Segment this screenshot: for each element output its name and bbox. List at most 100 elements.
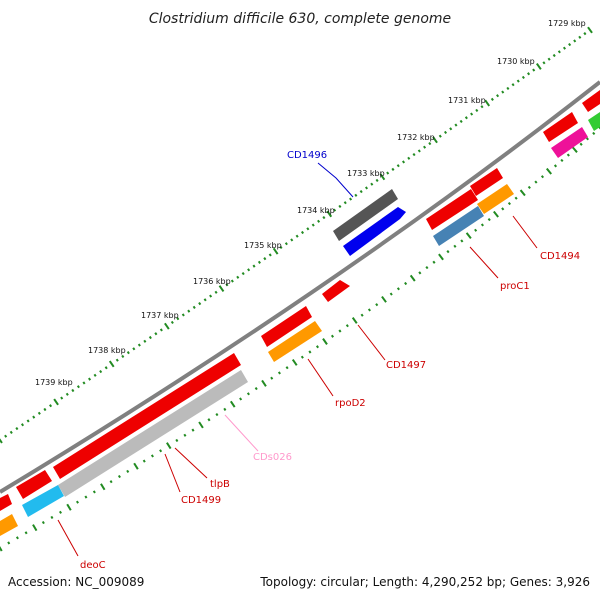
gene-cd1499[interactable] — [53, 353, 241, 479]
inner-ruler-tick — [409, 274, 416, 282]
ruler-tick — [506, 86, 510, 90]
inner-ruler-tick — [438, 253, 444, 261]
gene-red-corner[interactable] — [0, 494, 12, 511]
ruler-tick — [263, 257, 267, 261]
ruler-tick — [459, 119, 463, 124]
ruler-tick — [527, 72, 531, 76]
inner-ruler-tick — [545, 167, 553, 175]
label-cd1499[interactable]: CD1499 — [181, 495, 221, 506]
ruler-tick — [247, 268, 251, 272]
inner-ruler-tick — [215, 412, 219, 417]
inner-ruler-tick — [50, 515, 54, 520]
ruler-tick — [20, 423, 25, 427]
inner-ruler-tick — [460, 239, 464, 243]
gene-red-lower[interactable] — [16, 470, 52, 499]
ruler-tick — [423, 145, 427, 149]
ruler-tick — [317, 219, 321, 223]
inner-ruler-tick — [0, 546, 3, 552]
ruler-tick — [516, 79, 520, 83]
ruler-tick — [338, 204, 342, 209]
inner-ruler-tick — [432, 260, 436, 264]
ruler-tick — [93, 373, 97, 377]
gene-magenta[interactable] — [551, 127, 588, 158]
inner-ruler-tick — [109, 480, 113, 484]
genome-summary-text: Topology: circular; Length: 4,290,252 bp… — [259, 575, 590, 589]
inner-ruler-tick — [553, 164, 558, 168]
gene-cd1494[interactable] — [426, 189, 478, 230]
ruler-tick — [428, 141, 432, 146]
ruler-tick — [557, 50, 561, 54]
inner-ruler-tick — [585, 137, 589, 141]
ruler-tick — [587, 26, 593, 34]
inner-ruler-tick — [501, 207, 505, 211]
gene-orange-upper[interactable] — [477, 184, 514, 214]
label-proc1[interactable]: proC1 — [500, 281, 530, 292]
gene-green-edge[interactable] — [588, 112, 600, 131]
gene-red-upper-a[interactable] — [470, 168, 503, 196]
inner-ruler-tick — [100, 483, 106, 491]
inner-ruler-tick — [41, 521, 45, 525]
gene-proc1[interactable] — [433, 206, 484, 246]
inner-ruler-tick — [32, 524, 38, 532]
gene-deoc[interactable] — [22, 485, 64, 517]
label-cd1494[interactable]: CD1494 — [540, 251, 580, 262]
ruler-tick — [364, 186, 369, 190]
ruler-tick — [370, 182, 374, 186]
gene-orange-corner[interactable] — [0, 514, 18, 536]
ruler-tick — [252, 264, 256, 268]
ruler-tick — [443, 130, 448, 135]
ruler-tick — [181, 313, 185, 317]
ruler-tick — [53, 398, 59, 406]
gene-cd1497[interactable] — [322, 280, 350, 302]
gene-cds026[interactable] — [58, 370, 248, 497]
ruler-tick — [396, 164, 400, 168]
inner-ruler-tick — [261, 379, 267, 387]
ruler-tick — [268, 253, 272, 257]
inner-ruler-tick — [191, 428, 195, 432]
ruler-tick — [454, 123, 458, 127]
gene-red-upper-b[interactable] — [543, 112, 578, 142]
accession-text: Accession: NC_009089 — [8, 575, 144, 589]
ruler-tick — [379, 173, 386, 181]
inner-ruler-tick — [381, 295, 387, 303]
inner-ruler-tick — [126, 469, 130, 473]
ruler-tick — [121, 354, 125, 358]
gene-cd1496-blue[interactable] — [343, 207, 406, 256]
ruler-tick — [562, 46, 567, 50]
gene-cd1496-dark[interactable] — [333, 189, 398, 241]
inner-ruler-tick — [560, 158, 564, 163]
inner-ruler-tick — [58, 510, 62, 514]
label-cds026[interactable]: CDs026 — [253, 452, 292, 463]
inner-ruler-tick — [66, 503, 72, 511]
inner-ruler-tick — [527, 185, 531, 189]
ruler-tick — [154, 332, 158, 336]
ruler-tick — [32, 415, 36, 419]
ruler-tick — [225, 283, 229, 287]
ruler-tick — [99, 369, 103, 374]
ruler-tick — [148, 335, 152, 340]
label-rpod2[interactable]: rpoD2 — [335, 398, 366, 409]
gene-red-edge[interactable] — [582, 90, 600, 112]
ruler-tick — [115, 358, 119, 362]
inner-ruler-tick — [360, 313, 364, 317]
tick-label: 1736 kbp — [193, 277, 231, 286]
inner-ruler-tick — [514, 196, 518, 200]
label-cd1496[interactable]: CD1496 — [287, 150, 327, 161]
label-deoc[interactable]: deoC — [80, 560, 106, 571]
ruler-tick — [359, 190, 363, 194]
inner-ruler-tick — [270, 376, 274, 380]
inner-ruler-tick — [84, 495, 88, 499]
ruler-tick — [412, 153, 416, 157]
label-tlpb[interactable]: tlpB — [210, 479, 230, 490]
gene-rpod2-red[interactable] — [261, 306, 312, 347]
gene-rpod2-orange[interactable] — [268, 321, 322, 362]
gene-features — [0, 90, 600, 536]
ruler-tick — [4, 434, 8, 438]
ruler-tick — [170, 320, 174, 325]
ruler-tick — [9, 430, 13, 434]
inner-ruler-tick — [7, 541, 11, 545]
tick-labels: 1729 kbp 1730 kbp 1731 kbp 1732 kbp 1733 kbp… — [35, 19, 586, 387]
label-cd1497[interactable]: CD1497 — [386, 360, 426, 371]
ruler-tick — [343, 201, 347, 205]
